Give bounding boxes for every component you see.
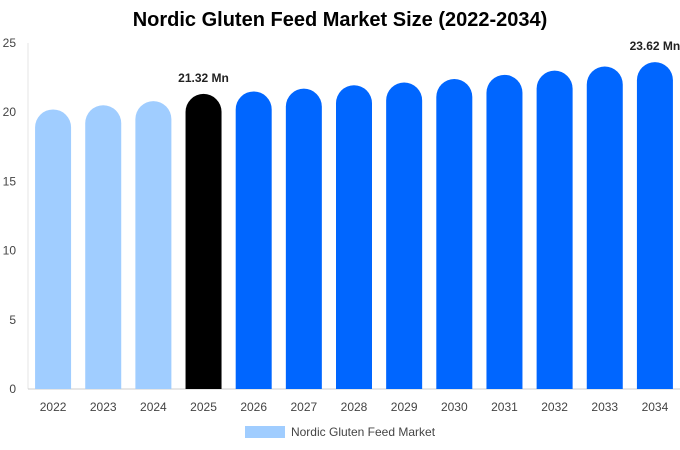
bar — [636, 62, 673, 390]
chart-title: Nordic Gluten Feed Market Size (2022-203… — [132, 9, 548, 31]
bar — [436, 78, 473, 389]
legend-label: Nordic Gluten Feed Market — [290, 425, 436, 439]
x-tick-label: 2030 — [441, 400, 468, 414]
x-tick-label: 2027 — [290, 400, 317, 414]
x-tick-label: 2029 — [391, 400, 418, 414]
bar — [486, 74, 523, 389]
legend: Nordic Gluten Feed Market — [0, 425, 680, 439]
x-tick-label: 2033 — [591, 400, 618, 414]
bar — [35, 109, 72, 389]
bar — [285, 88, 322, 390]
y-tick-label: 10 — [3, 244, 17, 258]
bar — [536, 70, 573, 390]
y-tick-label: 25 — [3, 36, 17, 50]
x-tick-label: 2024 — [140, 400, 167, 414]
bar — [386, 82, 423, 389]
x-tick-label: 2032 — [541, 400, 568, 414]
x-tick-label: 2023 — [90, 400, 117, 414]
y-tick-label: 5 — [9, 313, 16, 327]
bar — [85, 105, 122, 389]
data-label: 21.32 Mn — [178, 71, 229, 85]
x-tick-label: 2025 — [190, 400, 217, 414]
bar — [185, 93, 222, 389]
bar — [586, 66, 623, 389]
bar — [336, 85, 372, 389]
data-label: 23.62 Mn — [630, 39, 680, 53]
y-tick-label: 0 — [9, 382, 16, 396]
x-tick-label: 2034 — [642, 400, 669, 414]
x-tick-label: 2026 — [240, 400, 267, 414]
x-tick-label: 2031 — [491, 400, 518, 414]
bar — [135, 101, 172, 389]
y-tick-label: 15 — [3, 174, 17, 188]
y-tick-label: 20 — [3, 105, 17, 119]
x-tick-label: 2022 — [40, 400, 67, 414]
x-tick-label: 2028 — [341, 400, 368, 414]
bar — [235, 91, 272, 389]
legend-swatch — [244, 426, 285, 438]
